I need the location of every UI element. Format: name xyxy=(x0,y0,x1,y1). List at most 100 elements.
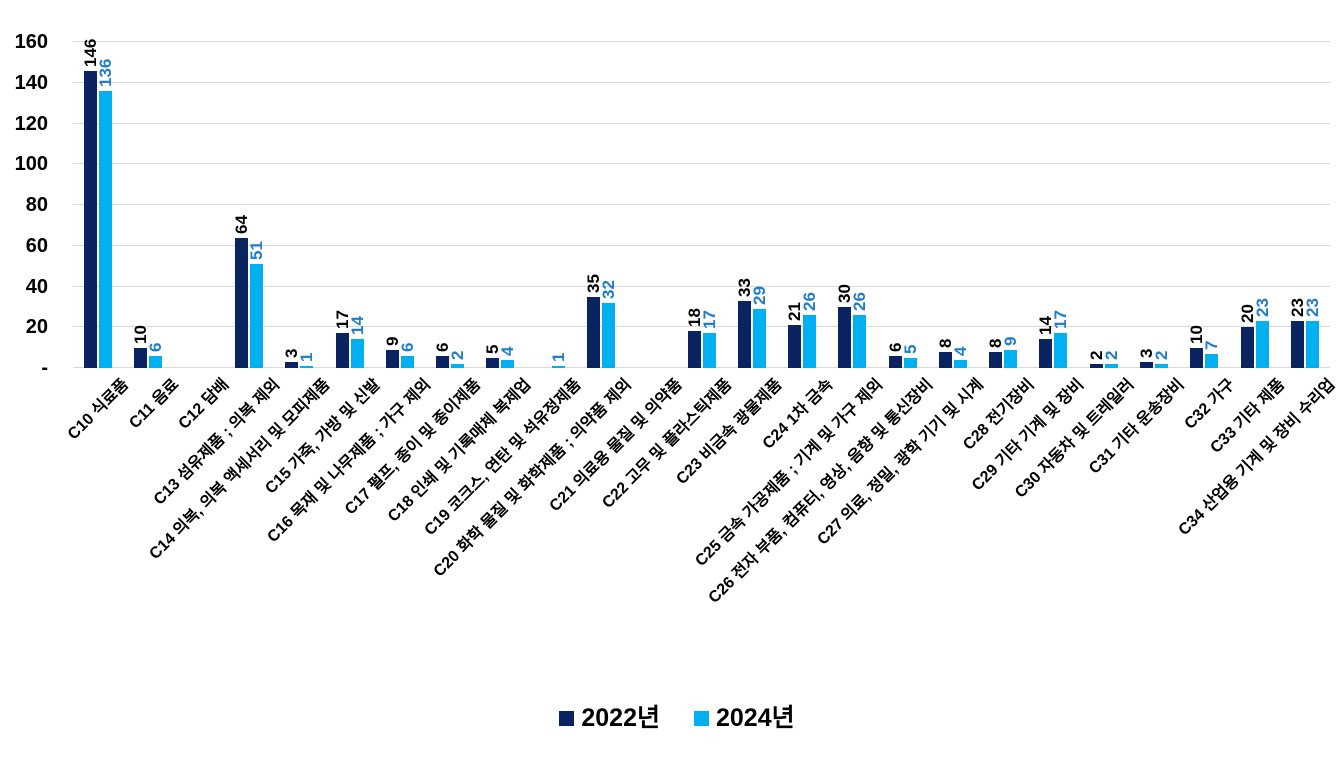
bar-2022년 xyxy=(385,349,399,368)
bar-value-label: 23 xyxy=(1302,298,1322,318)
gridline xyxy=(73,244,1330,246)
bar-2024년 xyxy=(1104,363,1118,368)
bar-2022년 xyxy=(586,296,600,368)
bar-value-label: 26 xyxy=(800,292,820,312)
bar-2024년 xyxy=(400,355,414,368)
bar-value-label: 1 xyxy=(548,352,568,362)
bar-2022년 xyxy=(285,361,299,368)
bar-value-label: 64 xyxy=(231,214,251,234)
legend: 2022년 2024년 xyxy=(0,703,1340,733)
bar-value-label: 23 xyxy=(1252,298,1272,318)
bar-2024년 xyxy=(149,355,163,368)
bar-2022년 xyxy=(989,351,1003,368)
gridline xyxy=(73,367,1330,368)
gridline xyxy=(73,163,1330,165)
y-axis-tick-label: 140 xyxy=(14,71,48,94)
bar-value-label: 1 xyxy=(297,352,317,362)
y-axis-tick-label: 40 xyxy=(25,275,48,298)
bar-2024년 xyxy=(300,365,314,368)
gridline xyxy=(73,122,1330,124)
bar-2022년 xyxy=(1240,327,1254,368)
bar-value-label: 2 xyxy=(1152,350,1172,360)
y-axis-tick-label: - xyxy=(41,357,48,379)
bar-2024년 xyxy=(1155,363,1169,368)
bar-2024년 xyxy=(249,264,263,368)
bar-2022년 xyxy=(888,355,902,368)
bar-value-label: 7 xyxy=(1202,340,1222,350)
bar-2024년 xyxy=(350,339,364,368)
bar-value-label: 14 xyxy=(347,316,367,336)
y-axis-tick-label: 160 xyxy=(14,31,48,53)
bar-2024년 xyxy=(99,90,113,368)
bar-2022년 xyxy=(84,70,98,368)
bar-2022년 xyxy=(436,355,450,368)
x-axis: C10 식료품 C11 음료 C12 담배 C13 섬유제품 ; 의복 제외 C14 의… xyxy=(65,368,1339,668)
bar-2022년 xyxy=(1140,361,1154,368)
bar-2022년 xyxy=(234,237,248,368)
bar-value-label: 6 xyxy=(146,342,166,352)
bar-2022년 xyxy=(1290,321,1304,368)
bar-value-label: 5 xyxy=(900,344,920,354)
gridline xyxy=(73,204,1330,205)
bar-value-label: 4 xyxy=(498,346,518,356)
bar-2024년 xyxy=(702,333,716,368)
gridline xyxy=(73,285,1330,287)
bar-2024년 xyxy=(1004,349,1018,368)
bar-2024년 xyxy=(803,315,817,368)
bar-value-label: 136 xyxy=(96,58,116,87)
bar-2024년 xyxy=(752,308,766,368)
bar-value-label: 29 xyxy=(749,286,769,305)
bar-2024년 xyxy=(1205,353,1219,368)
bar-2022년 xyxy=(737,300,751,368)
bar-2024년 xyxy=(601,302,615,368)
bar-2022년 xyxy=(687,331,701,368)
y-axis-tick-label: 20 xyxy=(25,316,48,339)
gridline xyxy=(73,81,1330,83)
x-axis-category-label: C25 금속 가공제품 ; 기계 및 가구 제외 xyxy=(692,376,887,570)
bar-2022년 xyxy=(838,306,852,368)
legend-item-2022: 2022년 xyxy=(559,703,660,733)
legend-swatch-2024 xyxy=(694,710,709,726)
legend-label-2022: 2022년 xyxy=(581,704,660,732)
bar-2022년 xyxy=(938,351,952,368)
bar-2022년 xyxy=(1190,347,1204,368)
y-axis: - 20 40 60 80 100 120 140 160 xyxy=(0,0,56,378)
bar-2022년 xyxy=(486,357,500,368)
bar-2024년 xyxy=(501,359,515,368)
bar-value-label: 17 xyxy=(699,310,719,330)
legend-item-2024: 2024년 xyxy=(694,703,795,733)
bar-2022년 xyxy=(134,347,148,368)
bar-value-label: 32 xyxy=(598,279,618,299)
bar-value-label: 2 xyxy=(448,350,468,360)
gridline xyxy=(73,41,1330,42)
y-axis-tick-label: 120 xyxy=(14,112,48,135)
bar-2024년 xyxy=(1305,321,1319,368)
bar-value-label: 9 xyxy=(1001,336,1021,346)
legend-swatch-2022 xyxy=(559,710,575,726)
bar-2024년 xyxy=(953,359,967,368)
x-axis-category-label: C10 식료품 xyxy=(65,376,133,444)
y-axis-tick-label: 80 xyxy=(25,194,48,216)
bar-value-label: 4 xyxy=(950,346,970,356)
bar-2024년 xyxy=(903,357,917,368)
x-axis-category-label: C11 음료 xyxy=(126,376,183,433)
bar-value-label: 6 xyxy=(397,342,417,352)
plot-area: 146 10 64 3 17 9 6 5 35 18 33 21 30 6 8 8 14 2 3 10 20 23 136 6… xyxy=(73,0,1330,368)
bar-2022년 xyxy=(1089,363,1103,368)
bar-value-label: 26 xyxy=(850,292,870,312)
bar-value-label: 17 xyxy=(1051,310,1071,330)
bar-2024년 xyxy=(1255,321,1269,368)
y-axis-tick-label: 60 xyxy=(25,234,48,257)
legend-label-2024: 2024년 xyxy=(716,704,795,732)
bar-value-label: 2 xyxy=(1101,350,1121,360)
bar-2024년 xyxy=(1054,333,1068,368)
y-axis-tick-label: 100 xyxy=(14,153,48,176)
bar-2022년 xyxy=(1039,339,1053,368)
bar-2024년 xyxy=(551,365,565,368)
bar-2024년 xyxy=(451,363,465,368)
bar-value-label: 51 xyxy=(246,241,266,261)
x-axis-category-label: C14 의복, 의복 액세서리 및 모피제품 xyxy=(146,376,334,563)
bar-2022년 xyxy=(788,325,802,368)
bar-value-label: 10 xyxy=(131,324,151,344)
